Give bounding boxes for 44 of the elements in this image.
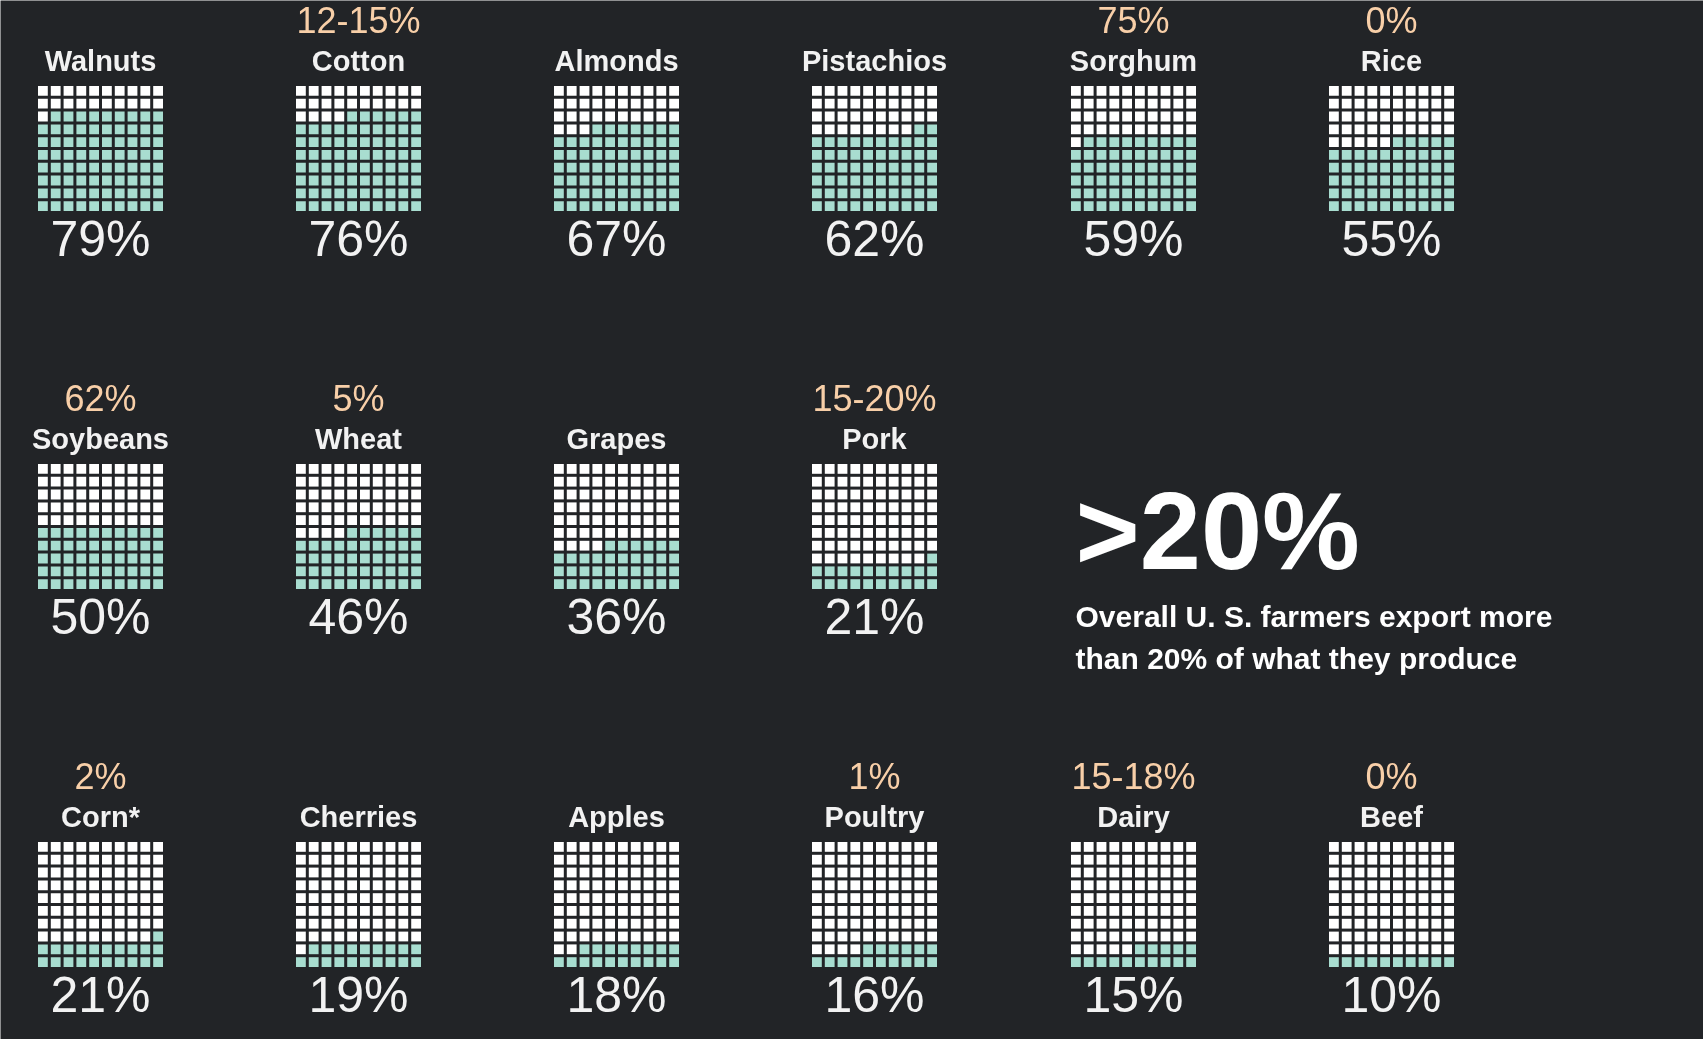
category-label: Beef <box>1360 800 1424 833</box>
data-label: 10% <box>1341 966 1442 1023</box>
category-label: Cotton <box>311 44 406 77</box>
category-label: Poultry <box>824 800 925 833</box>
data-label: 79% <box>50 210 151 267</box>
text: 62% <box>64 378 137 419</box>
data-label: 21% <box>50 966 151 1023</box>
data-label: 55% <box>1341 210 1442 267</box>
text: 12-15% <box>296 0 421 41</box>
category-label: Dairy <box>1097 800 1170 833</box>
text: 1% <box>848 756 901 797</box>
category-label: Rice <box>1360 44 1423 77</box>
category-label: Sorghum <box>1069 44 1198 77</box>
category-label: Soybeans <box>32 422 169 455</box>
data-label: 59% <box>1083 210 1184 267</box>
category-label: Pistachios <box>801 44 948 77</box>
text: >20% <box>1075 469 1360 592</box>
category-label: Wheat <box>315 422 403 455</box>
category-label: Cherries <box>299 800 418 833</box>
category-label: Apples <box>568 800 665 833</box>
text: 0% <box>1365 0 1418 41</box>
text: 75% <box>1097 0 1170 41</box>
data-label: 36% <box>566 588 667 645</box>
text: 5% <box>332 378 385 419</box>
category-label: Almonds <box>554 44 679 77</box>
text: 15-18% <box>1071 756 1196 797</box>
data-label: 67% <box>566 210 667 267</box>
data-label: 15% <box>1083 966 1184 1023</box>
data-label: 18% <box>566 966 667 1023</box>
category-label: Walnuts <box>44 44 157 77</box>
text: 0% <box>1365 756 1418 797</box>
category-label: Grapes <box>566 422 667 455</box>
data-label: 21% <box>824 588 925 645</box>
data-label: 19% <box>308 966 409 1023</box>
text: 15-20% <box>812 378 937 419</box>
text: 2% <box>74 756 127 797</box>
data-label: 16% <box>824 966 925 1023</box>
data-label: 46% <box>308 588 409 645</box>
data-label: 76% <box>308 210 409 267</box>
data-label: 62% <box>824 210 925 267</box>
data-label: 50% <box>50 588 151 645</box>
category-label: Pork <box>842 422 908 455</box>
text: Overall U. S. farmers export more than 20% of what they produce <box>1075 600 1553 675</box>
category-label: Corn* <box>61 800 141 833</box>
